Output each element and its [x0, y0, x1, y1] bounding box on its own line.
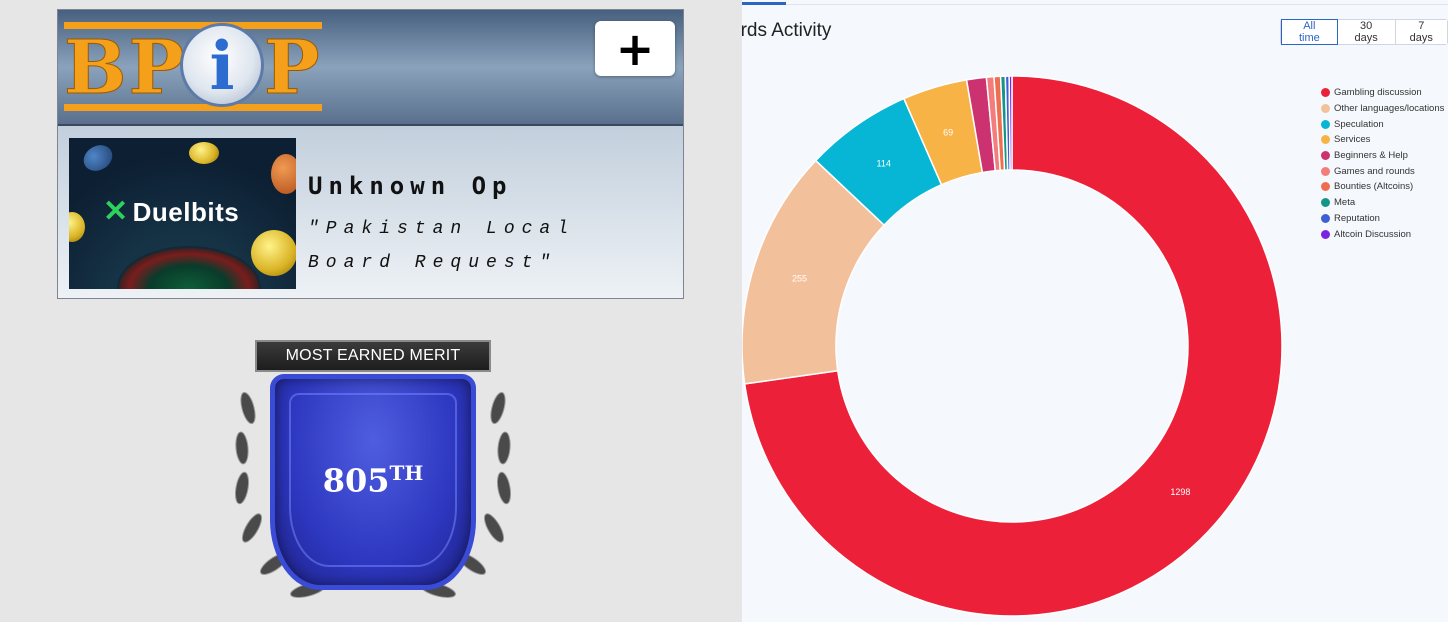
merit-rank-suffix: TH: [389, 461, 424, 485]
range-all-time-button[interactable]: All time: [1281, 19, 1338, 45]
merit-badge: MOST EARNED MERIT 805TH: [230, 338, 516, 606]
bpip-card: BP i P + ✕ Duelbits Unknown Op "Pakistan …: [57, 9, 684, 299]
coin-icon: [189, 142, 219, 164]
legend-label: Speculation: [1334, 118, 1384, 130]
legend-label: Altcoin Discussion: [1334, 228, 1412, 240]
merit-shield: 805TH: [270, 374, 476, 590]
active-tab-indicator: [742, 2, 786, 5]
logo-bar-top: [64, 22, 322, 29]
legend-item[interactable]: Reputation: [1321, 211, 1444, 227]
legend-item[interactable]: Meta: [1321, 195, 1444, 211]
legend-label: Gambling discussion: [1334, 87, 1422, 99]
legend-dot-icon: [1321, 213, 1330, 223]
legend-item[interactable]: Speculation: [1321, 116, 1444, 132]
legend-dot-icon: [1321, 104, 1330, 114]
range-selector: All time 30 days 7 days: [1280, 19, 1448, 45]
duelbits-x-icon: ✕: [103, 195, 129, 228]
legend-dot-icon: [1321, 88, 1330, 98]
legend-item[interactable]: Games and rounds: [1321, 163, 1444, 179]
logo-letters-right: P: [264, 25, 322, 111]
boards-donut-chart: 1298 255 114 69: [742, 75, 1283, 617]
chart-title: ards Activity: [742, 20, 832, 41]
range-30-days-button[interactable]: 30 days: [1337, 20, 1396, 44]
merit-shield-inner: [289, 393, 457, 567]
slice-data-label: 69: [943, 127, 953, 137]
add-button[interactable]: +: [595, 21, 675, 76]
legend-label: Services: [1334, 134, 1371, 146]
legend-dot-icon: [1321, 198, 1330, 208]
legend-dot-icon: [1321, 151, 1330, 161]
merit-rank: 805TH: [275, 461, 471, 500]
bpip-header: BP i P +: [58, 10, 683, 126]
bpip-logo: BP i P: [63, 22, 324, 112]
legend-dot-icon: [1321, 119, 1330, 129]
op-name: Unknown Op: [308, 172, 513, 200]
chart-legend: Gambling discussion Other languages/locat…: [1321, 85, 1444, 242]
legend-item[interactable]: Services: [1321, 132, 1444, 148]
legend-label: Bounties (Altcoins): [1334, 181, 1414, 193]
legend-dot-icon: [1321, 229, 1330, 239]
slice-data-label: 255: [792, 273, 807, 283]
legend-label: Meta: [1334, 197, 1356, 209]
left-panel: BP i P + ✕ Duelbits Unknown Op "Pakistan …: [57, 9, 684, 606]
legend-label: Beginners & Help: [1334, 150, 1408, 162]
legend-item[interactable]: Gambling discussion: [1321, 85, 1444, 101]
bpip-body: ✕ Duelbits Unknown Op "Pakistan Local Boa…: [58, 126, 683, 298]
coin-icon: [251, 230, 296, 276]
merit-ribbon: MOST EARNED MERIT: [255, 340, 491, 372]
legend-item[interactable]: Beginners & Help: [1321, 148, 1444, 164]
duelbits-promo-image[interactable]: ✕ Duelbits: [69, 138, 296, 289]
legend-dot-icon: [1321, 166, 1330, 176]
logo-letters-left: BP: [63, 25, 187, 111]
logo-bar-bottom: [64, 104, 322, 111]
legend-dot-icon: [1321, 182, 1330, 192]
legend-label: Other languages/locations: [1334, 103, 1445, 115]
slice-data-label: 114: [877, 159, 891, 169]
legend-label: Reputation: [1334, 212, 1380, 224]
donut-slice[interactable]: [1008, 75, 1013, 171]
slice-data-label: 1298: [1170, 487, 1190, 497]
plus-icon: +: [615, 21, 655, 76]
legend-item[interactable]: Altcoin Discussion: [1321, 226, 1444, 242]
merit-rank-number: 805: [322, 461, 390, 500]
legend-item[interactable]: Bounties (Altcoins): [1321, 179, 1444, 195]
legend-label: Games and rounds: [1334, 165, 1415, 177]
roulette-wheel-icon: [117, 246, 261, 289]
coin-icon: [69, 212, 85, 242]
football-icon: [79, 140, 117, 176]
legend-item[interactable]: Other languages/locations: [1321, 101, 1444, 117]
basketball-icon: [271, 154, 296, 194]
duelbits-logo: ✕ Duelbits: [103, 195, 240, 228]
donut-slice[interactable]: [743, 75, 1283, 617]
op-description: "Pakistan Local Board Request": [308, 219, 576, 273]
logo-i-badge: i: [180, 23, 264, 107]
legend-dot-icon: [1321, 135, 1330, 145]
range-7-days-button[interactable]: 7 days: [1395, 20, 1447, 44]
tab-strip: [742, 0, 1448, 5]
boards-activity-panel: ards Activity All time 30 days 7 days 12…: [742, 0, 1448, 622]
